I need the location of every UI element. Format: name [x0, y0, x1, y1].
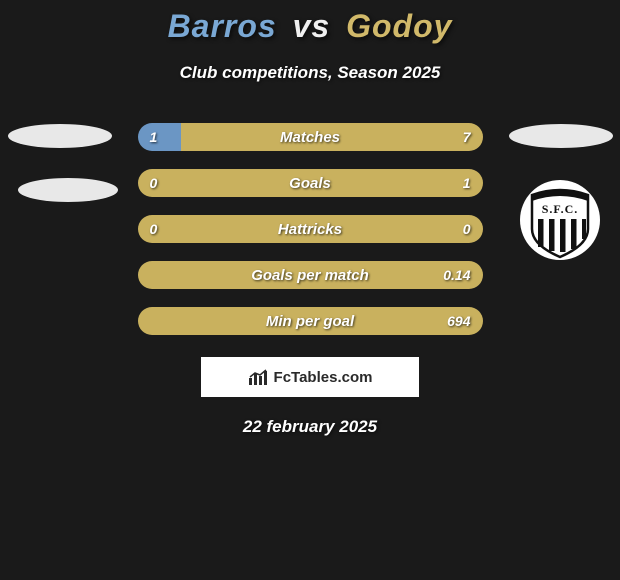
stat-bar-row: 1 Matches 7 — [138, 123, 483, 151]
stat-bar-right-fill — [138, 215, 483, 243]
stat-bar-row: Min per goal 694 — [138, 307, 483, 335]
date-label: 22 february 2025 — [0, 417, 620, 437]
vs-separator: vs — [293, 8, 331, 44]
stat-bar-row: 0 Hattricks 0 — [138, 215, 483, 243]
fctables-text: FcTables.com — [274, 369, 373, 386]
stat-bar-track — [138, 215, 483, 243]
stat-bar-row: Goals per match 0.14 — [138, 261, 483, 289]
subtitle: Club competitions, Season 2025 — [0, 63, 620, 83]
stat-bar-right-fill — [138, 261, 483, 289]
stat-bar-row: 0 Goals 1 — [138, 169, 483, 197]
stat-bar-track — [138, 307, 483, 335]
stat-bar-right-fill — [138, 307, 483, 335]
fctables-watermark: FcTables.com — [201, 357, 419, 397]
stat-bar-right-fill — [181, 123, 483, 151]
fctables-icon — [248, 368, 270, 386]
stat-bar-track — [138, 261, 483, 289]
comparison-title: Barros vs Godoy — [0, 0, 620, 45]
stat-bar-right-fill — [138, 169, 483, 197]
stat-bar-track — [138, 123, 483, 151]
player-left-name: Barros — [168, 8, 277, 44]
stats-container: 1 Matches 7 0 Goals 1 0 Hattricks 0 — [0, 123, 620, 335]
stat-bar-left-fill — [138, 123, 181, 151]
player-right-name: Godoy — [346, 8, 452, 44]
stat-bar-track — [138, 169, 483, 197]
